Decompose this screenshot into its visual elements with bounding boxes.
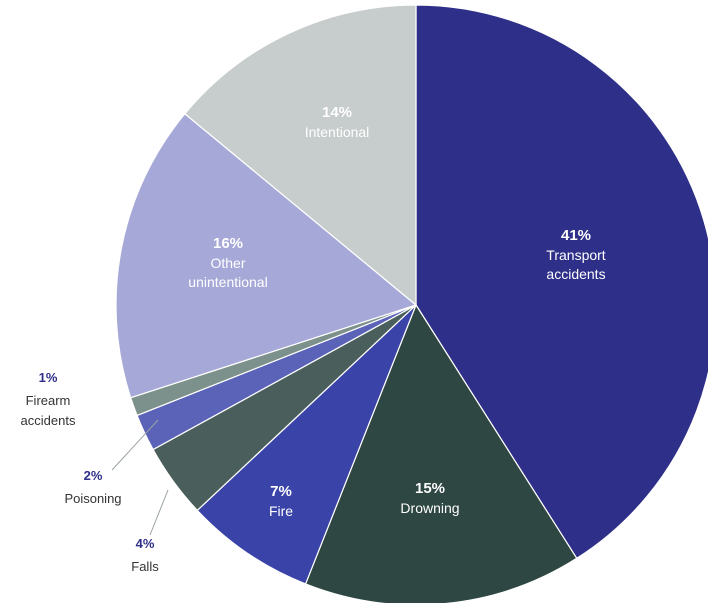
slice-category-label: accidents (21, 413, 76, 428)
slice-category-label: Drowning (400, 500, 459, 516)
slice-category-label: Fire (269, 503, 293, 519)
slice-category-label: accidents (546, 266, 605, 282)
pie-slice-other-unintentional (115, 112, 418, 399)
slice-percent-label: 7% (270, 483, 292, 500)
pie-labels: 41% Transport accidents 15% Drowning 7% Fire 4%… (21, 104, 606, 574)
slice-category-label: Transport (546, 247, 606, 263)
slice-percent-label: 14% (322, 104, 352, 121)
leader-line (111, 419, 159, 471)
slice-percent-label: 15% (415, 480, 445, 497)
slice-category-label: Firearm (26, 393, 71, 408)
slice-percent-label: 1% (39, 370, 58, 385)
slice-category-label: Poisoning (64, 491, 121, 506)
slice-category-label: unintentional (188, 274, 267, 290)
slice-percent-label: 41% (561, 227, 591, 244)
slice-category-label: Other (210, 255, 245, 271)
slice-percent-label: 4% (136, 536, 155, 551)
slice-category-label: Falls (131, 559, 159, 574)
slice-percent-label: 16% (213, 235, 243, 252)
pie-slices (115, 4, 708, 606)
slice-category-label: Intentional (305, 124, 370, 140)
leader-line (149, 489, 169, 536)
pie-slice-intentional (184, 4, 417, 307)
slice-percent-label: 2% (84, 468, 103, 483)
pie-slice-fire (196, 304, 417, 585)
